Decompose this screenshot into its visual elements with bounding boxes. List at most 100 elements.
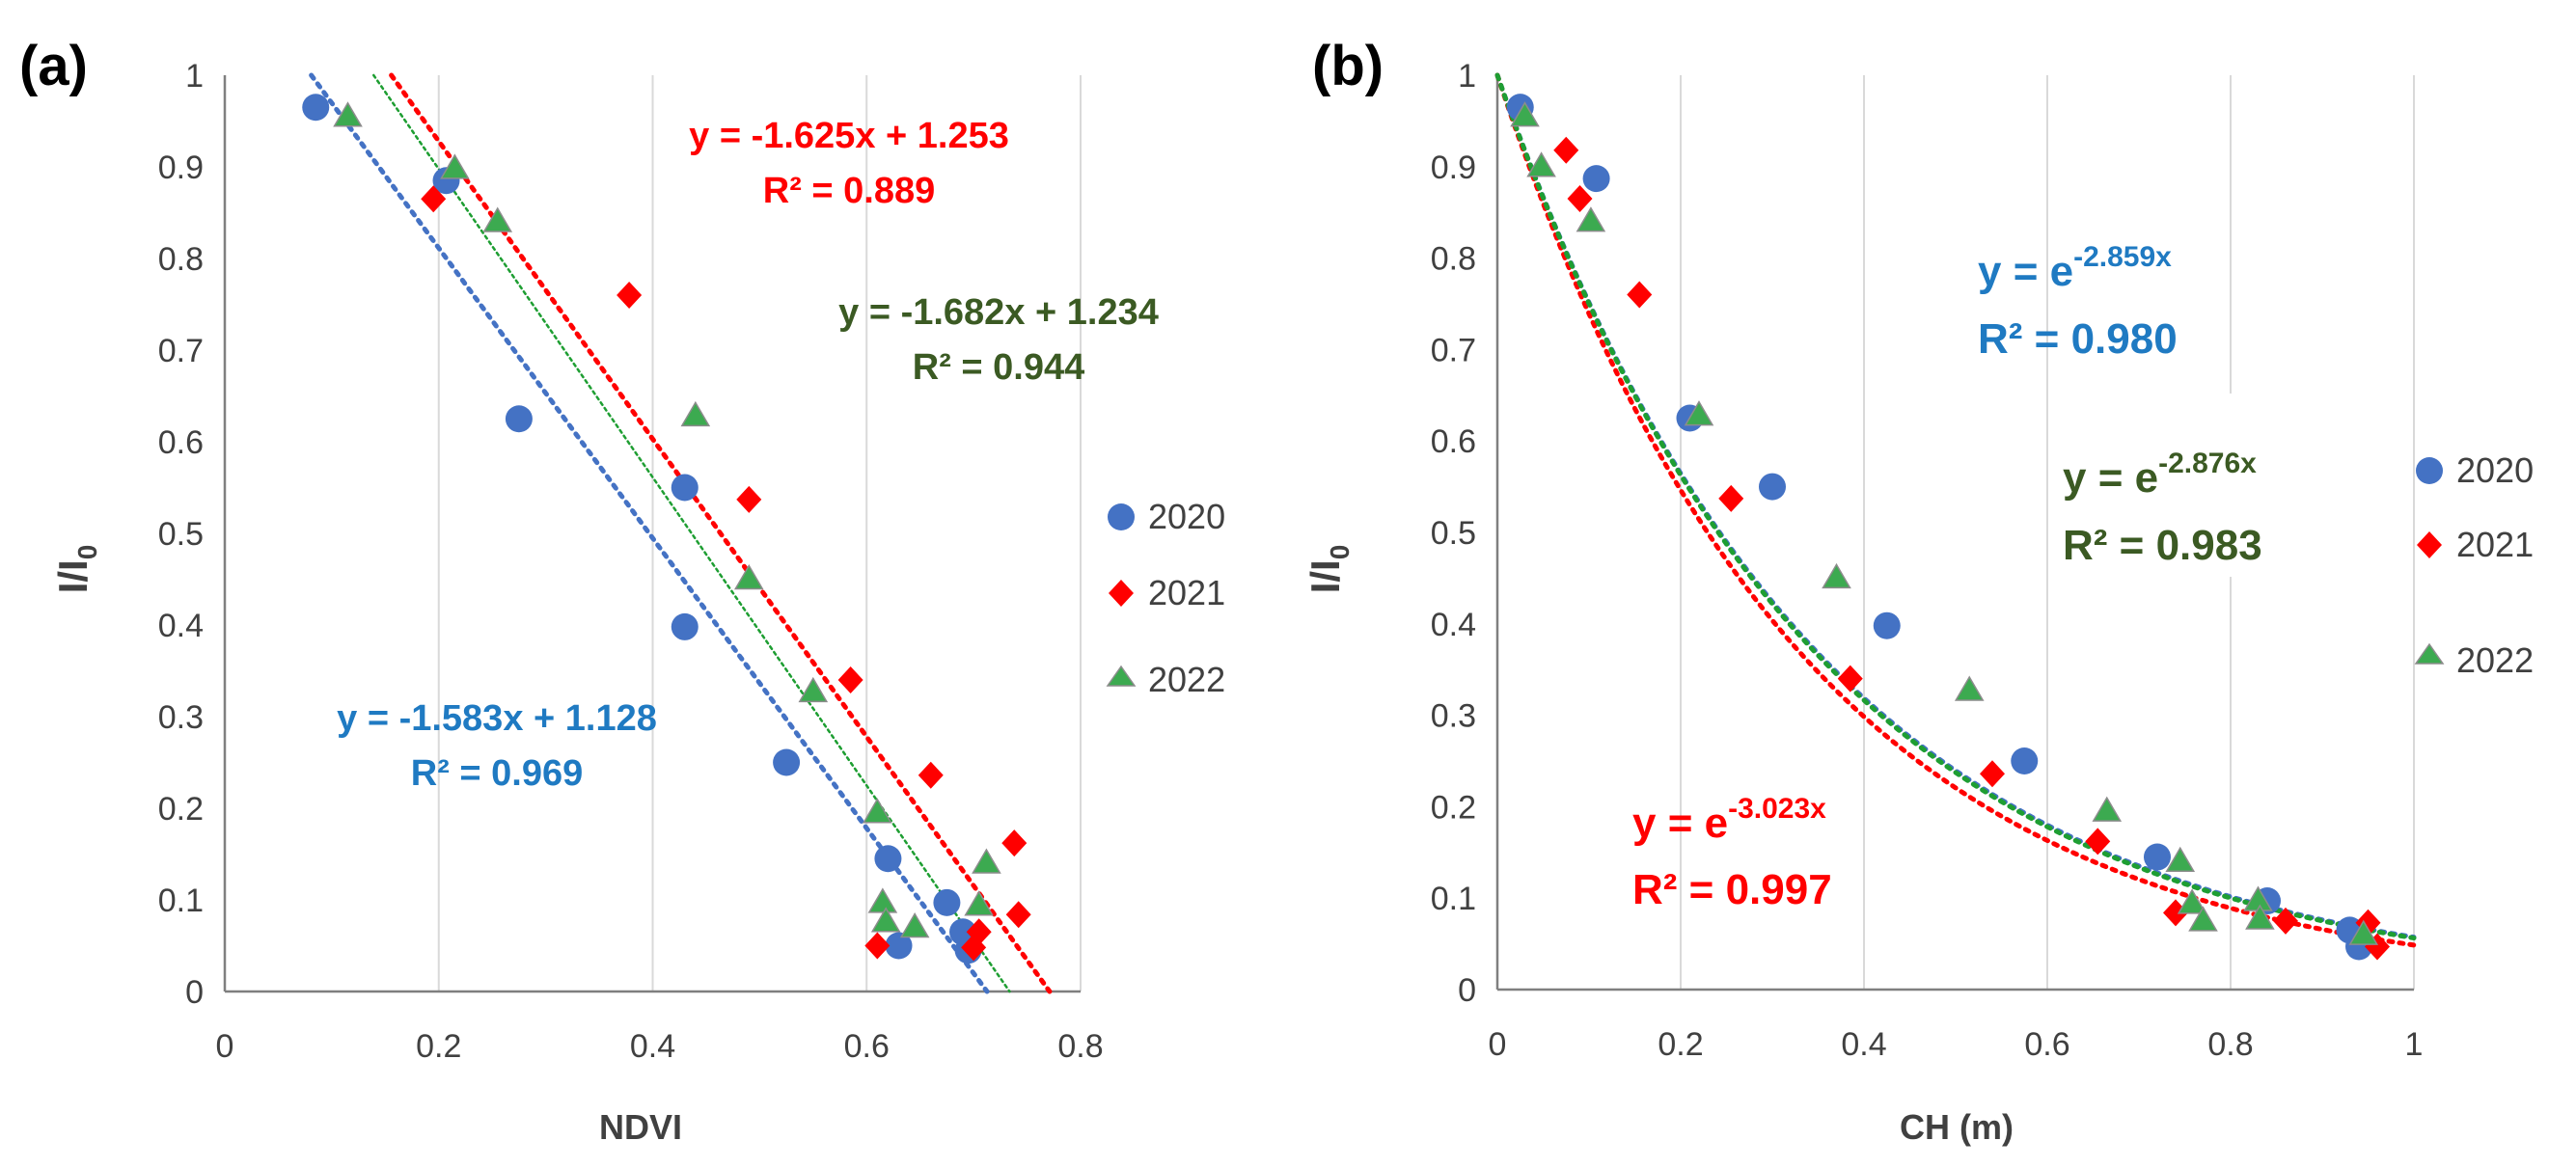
panel-a-data-points <box>302 94 1031 964</box>
panel-a-y-tick-labels: 0 0.1 0.2 0.3 0.4 0.5 0.6 0.7 0.8 0.9 1 <box>158 58 204 1011</box>
panel-b-point-2022 <box>1822 562 1851 589</box>
panel-b-point-2022 <box>2188 906 2218 932</box>
panel-a-point-2022 <box>863 798 892 824</box>
panel-a-point-2021 <box>421 185 447 213</box>
panel-a-legend-label-2022: 2022 <box>1148 660 1225 699</box>
panel-a-point-2022 <box>870 907 901 933</box>
panel-b-point-2021 <box>1567 184 1593 212</box>
panel-a-point-2021 <box>1005 901 1031 929</box>
panel-b-x-tick-label: 0.4 <box>1841 1026 1886 1063</box>
panel-b-x-tick-label: 0.8 <box>2207 1026 2253 1063</box>
panel-b-point-2020 <box>1873 611 1901 639</box>
panel-b-point-2022 <box>1510 101 1540 127</box>
panel-a-point-2022 <box>867 887 898 913</box>
panel-b-legend-label-2022: 2022 <box>2456 640 2534 680</box>
panel-a-point-2020 <box>505 405 533 433</box>
panel-a-point-2020 <box>773 748 801 776</box>
panel-b-point-2021 <box>1718 484 1744 512</box>
panel-b-label: (b) <box>1312 35 1384 97</box>
panel-b-legend-marker-2021 <box>2417 531 2442 558</box>
panel-a-y-tick-label: 0 <box>185 974 204 1011</box>
panel-a-point-2021 <box>966 918 992 946</box>
panel-b-y-tick-label: 0.3 <box>1431 698 1476 735</box>
panel-a-point-2021 <box>617 282 643 309</box>
panel-b-y-tick-label: 0.9 <box>1431 149 1476 186</box>
panel-a-x-tick-label: 0.8 <box>1057 1028 1103 1065</box>
panel-b-point-2021 <box>2085 828 2111 856</box>
panel-b-point-2022 <box>1684 400 1714 426</box>
panel-a-point-2021 <box>864 932 891 960</box>
panel-a-y-tick-label: 0.9 <box>158 149 204 186</box>
panel-b-point-2021 <box>2163 899 2188 927</box>
panel-a-x-tick-label: 0 <box>216 1028 234 1065</box>
panel-a-eq-2021: y = -1.625x + 1.253 <box>689 116 1009 156</box>
panel-b-y-tick-label: 0 <box>1458 972 1476 1009</box>
panel-b-r2-2020: R² = 0.980 <box>1978 315 2178 363</box>
panel-b-y-axis-label: I/I0 <box>1302 545 1355 594</box>
panel-b-y-tick-label: 0.6 <box>1431 423 1476 460</box>
panel-a-legend: 2020 2021 2022 <box>1106 497 1225 699</box>
panel-b-axes <box>1495 75 2414 991</box>
panel-a-y-tick-label: 0.6 <box>158 424 204 461</box>
panel-b-eq-2022-box <box>2053 394 2321 577</box>
panel-a-trendline-2021 <box>389 72 1053 994</box>
panel-b-y-tick-label: 1 <box>1458 58 1476 95</box>
panel-a-ndvi-chart: (a) 0 0.1 0.2 0.3 0.4 0.5 0.6 0.7 0.8 0.9 1 0 0.2 0.… <box>19 35 1225 1147</box>
panel-b-legend: 2020 2021 2022 <box>2414 450 2534 680</box>
panel-b-legend-marker-2020 <box>2416 457 2443 484</box>
panel-a-trendline-2020 <box>309 72 990 994</box>
panel-a-x-tick-labels: 0 0.2 0.4 0.6 0.8 <box>216 1028 1104 1065</box>
panel-a-point-2022 <box>964 890 994 916</box>
panel-b-gridlines <box>1680 75 2415 990</box>
panel-a-eq-2020: y = -1.583x + 1.128 <box>337 698 657 739</box>
panel-a-x-tick-label: 0.6 <box>844 1028 890 1065</box>
panel-a-y-tick-label: 0.3 <box>158 699 204 736</box>
panel-a-point-2022 <box>899 912 930 938</box>
panel-a-point-2021 <box>1001 829 1028 857</box>
panel-b-point-2022 <box>2165 846 2196 873</box>
panel-a-point-2020 <box>885 932 913 960</box>
panel-a-legend-marker-2021 <box>1109 580 1134 607</box>
panel-a-legend-label-2020: 2020 <box>1148 497 1225 536</box>
panel-b-y-tick-label: 0.8 <box>1431 241 1476 278</box>
panel-a-point-2022 <box>440 153 470 179</box>
panel-b-y-tick-label: 0.7 <box>1431 332 1476 368</box>
panel-a-gridlines <box>437 75 1082 991</box>
panel-a-point-2021 <box>736 485 762 513</box>
panel-a-y-axis-label: I/I0 <box>50 545 102 594</box>
panel-b-point-2022 <box>1576 206 1606 232</box>
panel-b-r2-2021: R² = 0.997 <box>1632 866 1832 913</box>
panel-a-y-tick-label: 0.4 <box>158 608 204 644</box>
panel-b-data-points <box>1506 94 2390 961</box>
panel-b-eq-2020: y = e-2.859x <box>1978 241 2172 295</box>
panel-b-x-tick-label: 0 <box>1489 1026 1507 1063</box>
panel-a-r2-2022: R² = 0.944 <box>913 347 1085 388</box>
panel-b-x-tick-label: 0.2 <box>1658 1026 1703 1063</box>
panel-b-point-2022 <box>1526 151 1556 177</box>
panel-b-ch-chart: (b) 0 0.1 0.2 0.3 0.4 0.5 0.6 0.7 0.8 0.9 1 0 0.2 0.… <box>1302 35 2534 1147</box>
panel-a-x-tick-label: 0.4 <box>630 1028 675 1065</box>
panel-a-legend-marker-2020 <box>1108 503 1135 530</box>
panel-a-point-2022 <box>972 848 1001 874</box>
panel-b-point-2022 <box>1954 675 1985 701</box>
panel-a-y-tick-label: 0.7 <box>158 333 204 369</box>
panel-a-label: (a) <box>19 35 88 97</box>
panel-a-legend-label-2021: 2021 <box>1148 573 1225 612</box>
panel-a-eq-2022: y = -1.682x + 1.234 <box>838 292 1159 333</box>
panel-a-point-2022 <box>482 206 513 232</box>
panel-a-point-2022 <box>680 400 711 427</box>
panel-a-point-2021 <box>837 666 863 693</box>
panel-a-point-2021 <box>918 761 944 789</box>
panel-a-axes <box>223 75 1081 993</box>
panel-b-point-2021 <box>1553 136 1579 164</box>
panel-b-point-2021 <box>1627 281 1653 309</box>
panel-a-point-2020 <box>874 845 902 873</box>
panel-a-legend-marker-2022 <box>1106 665 1137 687</box>
panel-b-x-tick-label: 1 <box>2405 1026 2424 1063</box>
panel-a-x-tick-label: 0.2 <box>416 1028 461 1065</box>
panel-b-y-tick-label: 0.5 <box>1431 515 1476 552</box>
panel-a-point-2022 <box>733 564 764 590</box>
panel-b-point-2022 <box>2092 796 2123 822</box>
panel-b-point-2022 <box>2177 888 2207 914</box>
panel-a-y-tick-label: 1 <box>185 58 204 95</box>
